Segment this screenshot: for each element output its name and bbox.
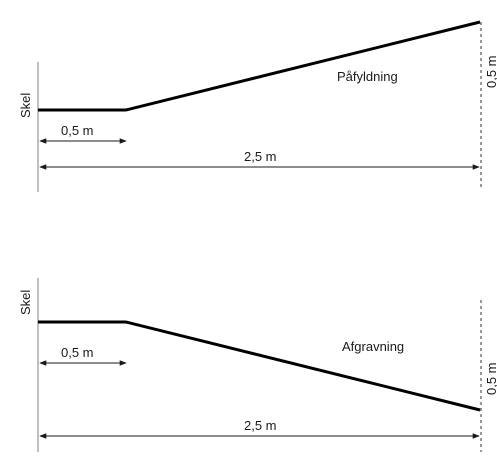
boundary-label: Skel xyxy=(18,93,33,118)
cut-terrain-profile xyxy=(38,320,481,412)
boundary-label: Skel xyxy=(18,290,33,315)
long-dimension-label: 2,5 m xyxy=(244,149,277,164)
height-label: 0,5 m xyxy=(484,362,497,395)
long-dimension-label: 2,5 m xyxy=(244,418,277,433)
cut-panel: Skel Afgravning 0,5 m 0,5 m 2,5 m xyxy=(18,278,497,452)
fill-panel: Skel Påfyldning 0,5 m 0,5 m 2,5 m xyxy=(18,20,497,192)
height-label: 0,5 m xyxy=(484,55,497,88)
fill-label: Påfyldning xyxy=(337,69,398,84)
short-dimension-label: 0,5 m xyxy=(61,345,94,360)
short-dimension-label: 0,5 m xyxy=(61,123,94,138)
cut-label: Afgravning xyxy=(342,339,404,354)
fill-terrain-profile xyxy=(38,20,481,112)
